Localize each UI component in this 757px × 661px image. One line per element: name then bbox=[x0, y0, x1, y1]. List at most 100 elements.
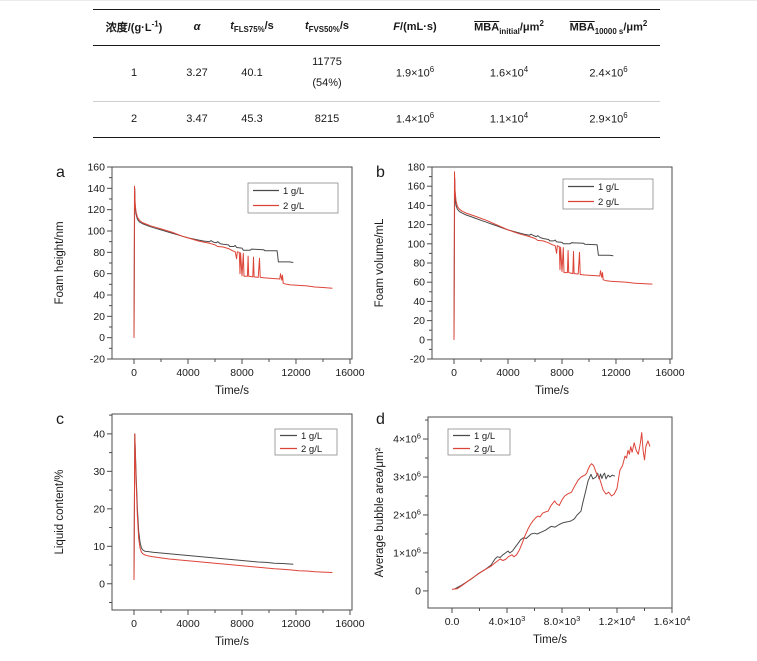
x-tick-label: 16000 bbox=[335, 367, 364, 379]
legend-box bbox=[247, 182, 339, 214]
tick-label-segment: 0 bbox=[419, 334, 425, 346]
tick-label-segment: 40 bbox=[413, 296, 425, 308]
tick-label-segment: 3×10 bbox=[393, 471, 417, 483]
tick-label-segment: 4 bbox=[631, 614, 635, 623]
legend-box bbox=[562, 178, 654, 210]
tick-label-segment: 8.0×10 bbox=[544, 616, 577, 628]
tick-label-segment: 80 bbox=[413, 258, 425, 270]
text-segment: 浓度/(g·L bbox=[105, 22, 152, 35]
y-tick-label: 0 bbox=[415, 585, 421, 597]
table-row-1: 1 3.27 40.1 11775 (54%) 1.9×106 1.6×104 2.4×106 bbox=[93, 45, 660, 102]
x-axis-title: Time/s bbox=[535, 385, 569, 397]
y-tick-label: 60 bbox=[413, 277, 425, 289]
text-segment: /s bbox=[264, 20, 274, 33]
tick-label-segment: 6 bbox=[417, 507, 421, 516]
x-tick-label: 0.0 bbox=[445, 616, 460, 628]
table-header-cell-3: tFVS50%/s bbox=[285, 9, 369, 46]
text-segment: 1.1×10 bbox=[489, 113, 524, 126]
legend-label: 1 g/L bbox=[301, 431, 322, 442]
legend-label: 1 g/L bbox=[283, 186, 304, 197]
legend-label: 2 g/L bbox=[283, 201, 304, 212]
x-tick-label: 8000 bbox=[550, 367, 574, 379]
x-tick-label: 4000 bbox=[176, 367, 200, 379]
y-tick-label: 4×106 bbox=[393, 432, 421, 446]
y-axis-title: Average bubble area/μm² bbox=[374, 447, 386, 577]
y-tick-label: 40 bbox=[413, 296, 425, 308]
text-segment: 6 bbox=[429, 110, 435, 120]
y-tick-label: 20 bbox=[93, 311, 105, 323]
y-axis-title: Foam height/nm bbox=[54, 221, 66, 304]
text-segment: 1.6×10 bbox=[489, 67, 524, 80]
tick-label-segment: 4×10 bbox=[393, 434, 417, 446]
tick-label-segment: 0 bbox=[451, 367, 457, 379]
x-tick-label: 0 bbox=[451, 367, 457, 379]
table-header-cell-1: α bbox=[175, 9, 219, 46]
tick-label-segment: 16000 bbox=[335, 367, 364, 379]
tick-label-segment: 160 bbox=[87, 162, 105, 174]
tick-label-segment: 12000 bbox=[281, 367, 310, 379]
y-tick-label: -20 bbox=[90, 354, 105, 366]
y-tick-label: 100 bbox=[87, 226, 105, 238]
tick-label-segment: 0 bbox=[415, 585, 421, 597]
table-header-cell-4: F/(mL·s) bbox=[369, 9, 461, 46]
chart-foam-height: a 0 4000 8000 12000 16000 -20 0 20 40 60 80 100 120 14… bbox=[54, 162, 365, 398]
x-tick-label: 1.6×104 bbox=[654, 614, 691, 628]
y-tick-label: 10 bbox=[93, 541, 105, 553]
table-header-row: 浓度/(g·L-1) α tFLS75%/s tFVS50%/s F/(mL·s) MBA… bbox=[93, 9, 660, 46]
series-line-1-g-l bbox=[133, 187, 294, 338]
tick-label-segment: 12000 bbox=[281, 618, 310, 630]
tick-label-segment: 12000 bbox=[601, 367, 630, 379]
text-segment: 1.9×10 bbox=[395, 67, 430, 80]
text-segment: initial bbox=[499, 26, 520, 36]
legend-label: 1 g/L bbox=[474, 431, 495, 442]
tick-label-segment: 4000 bbox=[176, 618, 200, 630]
tick-label-segment: 1.6×10 bbox=[654, 616, 687, 628]
text-segment: 3.47 bbox=[186, 112, 208, 125]
text-segment: 2 bbox=[130, 112, 138, 125]
text-segment: 2.9×10 bbox=[589, 113, 624, 126]
text-segment: t bbox=[230, 20, 234, 33]
tick-label-segment: 3 bbox=[576, 614, 580, 623]
tick-label-segment: 2×10 bbox=[393, 509, 417, 521]
x-tick-label: 4000 bbox=[176, 618, 200, 630]
table-cell: 1.6×104 bbox=[461, 45, 557, 102]
text-segment: 2.4×10 bbox=[589, 67, 624, 80]
y-tick-label: 40 bbox=[93, 290, 105, 302]
y-tick-label: 80 bbox=[93, 247, 105, 259]
y-tick-label: 0 bbox=[99, 578, 105, 590]
tick-label-segment: 3 bbox=[521, 614, 525, 623]
table-cell: 40.1 bbox=[219, 45, 285, 102]
legend-label: 2 g/L bbox=[474, 444, 495, 455]
text-segment: ) bbox=[158, 22, 163, 35]
text-segment: -1 bbox=[151, 19, 159, 29]
tick-label-segment: -20 bbox=[90, 354, 105, 366]
y-tick-label: 0 bbox=[419, 334, 425, 346]
y-tick-label: 100 bbox=[407, 238, 425, 250]
table-cell: 8215 bbox=[285, 101, 369, 137]
y-tick-label: 120 bbox=[87, 204, 105, 216]
text-segment: FLS75% bbox=[233, 25, 265, 35]
y-tick-label: 20 bbox=[413, 315, 425, 327]
y-tick-label: 30 bbox=[93, 466, 105, 478]
chart-average-bubble-area: d0.0 4.0×103 8.0×103 1.2×104 1.6×10401×1062×… bbox=[374, 411, 691, 646]
text-segment: 10000 s bbox=[594, 26, 624, 36]
series-line-2-g-l bbox=[453, 171, 653, 340]
text-segment: MBA bbox=[569, 21, 595, 34]
y-tick-label: 1×106 bbox=[393, 545, 421, 559]
table-cell: 1.1×104 bbox=[461, 101, 557, 137]
text-segment: 1.4×10 bbox=[395, 113, 430, 126]
panel-label: c bbox=[56, 411, 64, 428]
tick-label-segment: 140 bbox=[407, 200, 425, 212]
text-segment: MBA bbox=[474, 21, 500, 34]
x-axis-title: Time/s bbox=[533, 634, 567, 646]
text-segment: /(mL·s) bbox=[400, 21, 437, 34]
y-tick-label: 120 bbox=[407, 219, 425, 231]
tick-label-segment: 16000 bbox=[335, 618, 364, 630]
tick-label-segment: 160 bbox=[407, 181, 425, 193]
x-tick-label: 0 bbox=[131, 618, 137, 630]
tick-label-segment: 30 bbox=[93, 466, 105, 478]
tick-label-segment: 140 bbox=[87, 183, 105, 195]
legend-box bbox=[274, 428, 338, 456]
chart-liquid-content: c 0 4000 8000 12000 16000 0 10 20 30 40 Time/s Liqui… bbox=[54, 411, 365, 648]
text-segment: FVS50% bbox=[308, 25, 340, 35]
